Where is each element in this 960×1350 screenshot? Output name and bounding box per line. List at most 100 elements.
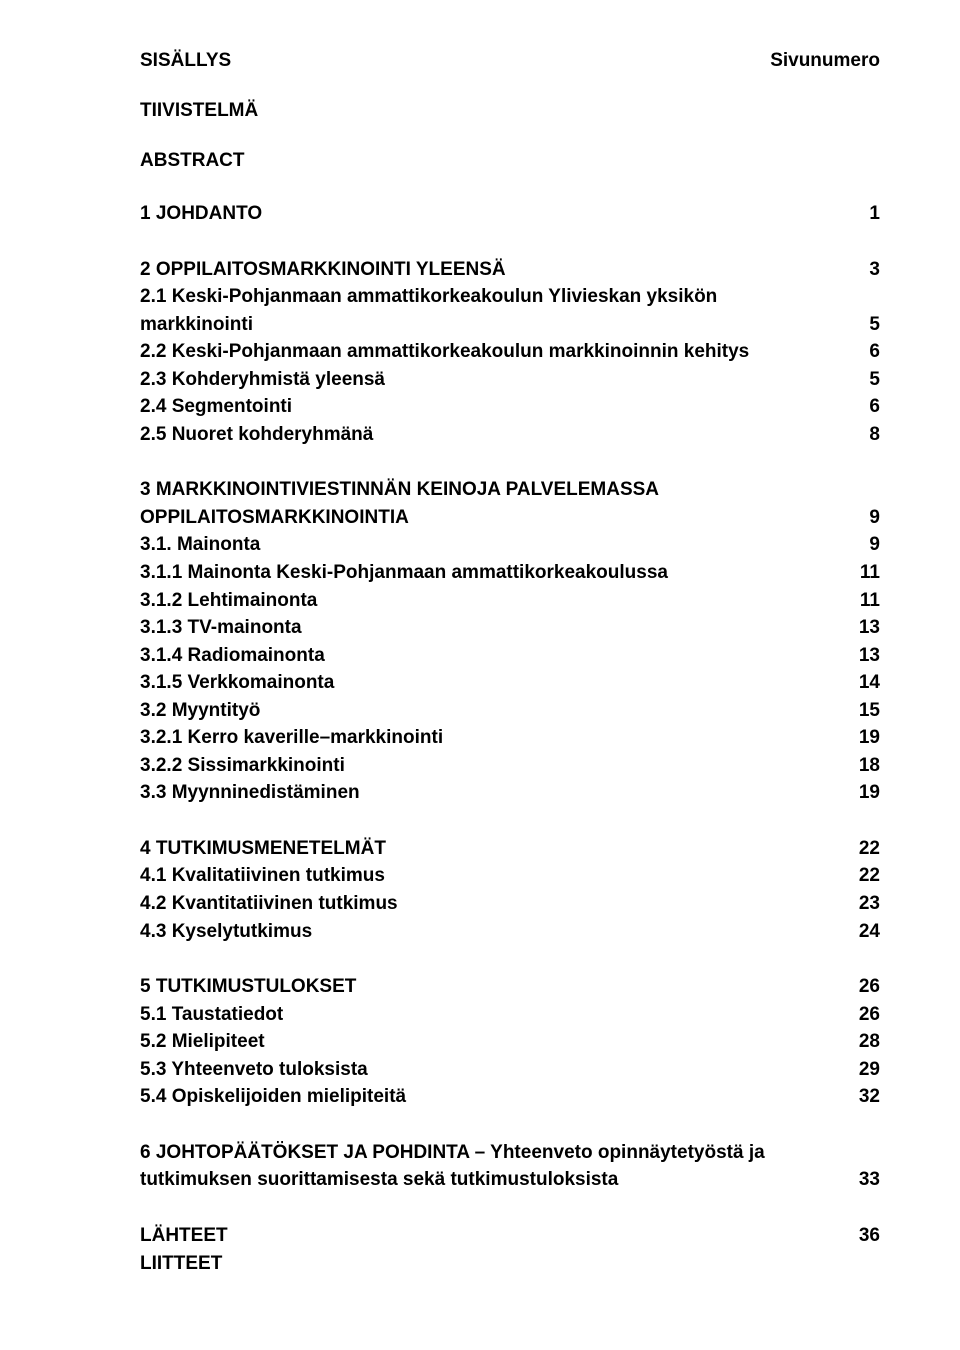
toc-entry-label: 6 JOHTOPÄÄTÖKSET JA POHDINTA – Yhteenvet…: [140, 1139, 785, 1167]
toc-group: 1 JOHDANTO 1: [140, 200, 880, 228]
toc-group: 6 JOHTOPÄÄTÖKSET JA POHDINTA – Yhteenvet…: [140, 1139, 880, 1194]
toc-entry-label: 2 OPPILAITOSMARKKINOINTI YLEENSÄ: [140, 256, 526, 284]
toc-line: tutkimuksen suorittamisesta sekä tutkimu…: [140, 1166, 880, 1194]
toc-entry-label: 3.1.1 Mainonta Keski-Pohjanmaan ammattik…: [140, 559, 688, 587]
toc-entry-page: 11: [850, 559, 880, 587]
toc-group: 5 TUTKIMUSTULOKSET265.1 Taustatiedot265.…: [140, 973, 880, 1111]
toc-line: 3.2.2 Sissimarkkinointi 18: [140, 752, 880, 780]
toc-group: LÄHTEET 36 LIITTEET: [140, 1222, 880, 1277]
toc-line: 3.1.3 TV-mainonta13: [140, 614, 880, 642]
toc-entry-label: 1 JOHDANTO: [140, 200, 282, 228]
toc-entry-label: markkinointi: [140, 311, 273, 339]
toc-entry-page: 14: [850, 669, 880, 697]
toc-entry-label: 2.5 Nuoret kohderyhmänä: [140, 421, 393, 449]
toc-entry-label: 3.1.5 Verkkomainonta: [140, 669, 354, 697]
toc-entry-label: OPPILAITOSMARKKINOINTIA: [140, 504, 429, 532]
section-title: ABSTRACT: [140, 150, 880, 172]
toc-entry-page: 23: [850, 890, 880, 918]
toc-line: 3.2 Myyntityö15: [140, 697, 880, 725]
toc-line: 2.1 Keski-Pohjanmaan ammattikorkeakoulun…: [140, 283, 880, 311]
toc-entry-page: 36: [850, 1222, 880, 1250]
toc-entry-page: 24: [850, 918, 880, 946]
toc-line: 4 TUTKIMUSMENETELMÄT22: [140, 835, 880, 863]
toc-entry-page: 9: [850, 531, 880, 559]
toc-entry-label: 2.1 Keski-Pohjanmaan ammattikorkeakoulun…: [140, 283, 737, 311]
toc-entry-label: 3.1.3 TV-mainonta: [140, 614, 322, 642]
toc-line: 3.3 Myynninedistäminen 19: [140, 779, 880, 807]
toc-group: 2 OPPILAITOSMARKKINOINTI YLEENSÄ 3 2.1 Kes…: [140, 256, 880, 449]
toc-entry-page: 22: [850, 835, 880, 863]
toc-line: 3.1.4 Radiomainonta13: [140, 642, 880, 670]
toc-line: 4.2 Kvantitatiivinen tutkimus 23: [140, 890, 880, 918]
toc-entry-label: 4.1 Kvalitatiivinen tutkimus: [140, 862, 405, 890]
toc-entry-label: 3.1. Mainonta: [140, 531, 280, 559]
toc-entry-label: 2.2 Keski-Pohjanmaan ammattikorkeakoulun…: [140, 338, 769, 366]
toc-line: 5.3 Yhteenveto tuloksista 29: [140, 1056, 880, 1084]
toc-entry-label: 5.4 Opiskelijoiden mielipiteitä: [140, 1083, 426, 1111]
toc-line: 2.3 Kohderyhmistä yleensä5: [140, 366, 880, 394]
toc-entry-page: [850, 1250, 880, 1278]
toc-entry-page: 11: [850, 587, 880, 615]
toc-entry-page: 19: [850, 779, 880, 807]
toc-line: LIITTEET: [140, 1250, 880, 1278]
toc-line: 4.3 Kyselytutkimus24: [140, 918, 880, 946]
toc-entry-page: 5: [850, 366, 880, 394]
toc-line: LÄHTEET 36: [140, 1222, 880, 1250]
toc-entry-page: 26: [850, 973, 880, 1001]
toc-entry-page: 6: [850, 338, 880, 366]
toc-entry-page: 29: [850, 1056, 880, 1084]
toc-line: 5.2 Mielipiteet 28: [140, 1028, 880, 1056]
toc-line: 3.1. Mainonta 9: [140, 531, 880, 559]
toc-entry-page: [850, 283, 880, 311]
toc-entry-label: 5 TUTKIMUSTULOKSET: [140, 973, 376, 1001]
toc-line: 2 OPPILAITOSMARKKINOINTI YLEENSÄ 3: [140, 256, 880, 284]
section-title: TIIVISTELMÄ: [140, 100, 880, 122]
toc-entry-page: 9: [850, 504, 880, 532]
toc-line: 6 JOHTOPÄÄTÖKSET JA POHDINTA – Yhteenvet…: [140, 1139, 880, 1167]
toc-line: 2.5 Nuoret kohderyhmänä 8: [140, 421, 880, 449]
toc-line: markkinointi 5: [140, 311, 880, 339]
toc-entry-page: 32: [850, 1083, 880, 1111]
toc-entry-label: LÄHTEET: [140, 1222, 248, 1250]
toc-entry-label: LIITTEET: [140, 1250, 242, 1278]
toc-entry-page: 33: [850, 1166, 880, 1194]
toc-line: 2.4 Segmentointi 6: [140, 393, 880, 421]
toc-heading-right: Sivunumero: [770, 50, 880, 72]
toc-line: 3 MARKKINOINTIVIESTINNÄN KEINOJA PALVELE…: [140, 476, 880, 504]
toc-line: 3.1.1 Mainonta Keski-Pohjanmaan ammattik…: [140, 559, 880, 587]
toc-line: 5.1 Taustatiedot 26: [140, 1001, 880, 1029]
toc-entry-page: 8: [850, 421, 880, 449]
toc-entry-page: 28: [850, 1028, 880, 1056]
toc-entry-page: 26: [850, 1001, 880, 1029]
toc-entry-page: 22: [850, 862, 880, 890]
toc-entry-page: 13: [850, 642, 880, 670]
toc-entry-label: 3.2.1 Kerro kaverille–markkinointi: [140, 724, 463, 752]
toc-entry-page: 15: [850, 697, 880, 725]
toc-entry-page: 6: [850, 393, 880, 421]
toc-entry-label: 5.3 Yhteenveto tuloksista: [140, 1056, 388, 1084]
toc-entry-label: 5.2 Mielipiteet: [140, 1028, 285, 1056]
toc-entry-page: 19: [850, 724, 880, 752]
toc-line: 4.1 Kvalitatiivinen tutkimus 22: [140, 862, 880, 890]
toc-group: 3 MARKKINOINTIVIESTINNÄN KEINOJA PALVELE…: [140, 476, 880, 807]
toc-line: 3.1.2 Lehtimainonta 11: [140, 587, 880, 615]
toc-line: 5 TUTKIMUSTULOKSET 26: [140, 973, 880, 1001]
toc-line: 3.2.1 Kerro kaverille–markkinointi 19: [140, 724, 880, 752]
toc-entry-label: 3.3 Myynninedistäminen: [140, 779, 380, 807]
toc-line: OPPILAITOSMARKKINOINTIA 9: [140, 504, 880, 532]
toc-entry-label: tutkimuksen suorittamisesta sekä tutkimu…: [140, 1166, 638, 1194]
toc-entry-label: 3 MARKKINOINTIVIESTINNÄN KEINOJA PALVELE…: [140, 476, 679, 504]
toc-group: 4 TUTKIMUSMENETELMÄT224.1 Kvalitatiivine…: [140, 835, 880, 945]
toc-entry-page: 1: [850, 200, 880, 228]
toc-entry-label: 4.2 Kvantitatiivinen tutkimus: [140, 890, 418, 918]
toc-entry-label: 2.4 Segmentointi: [140, 393, 312, 421]
toc-line: 3.1.5 Verkkomainonta 14: [140, 669, 880, 697]
toc-entry-page: 18: [850, 752, 880, 780]
toc-entry-label: 3.1.2 Lehtimainonta: [140, 587, 337, 615]
toc-entry-page: [850, 476, 880, 504]
toc-entry-label: 5.1 Taustatiedot: [140, 1001, 303, 1029]
toc-entry-page: [850, 1139, 880, 1167]
toc-entry-label: 3.2.2 Sissimarkkinointi: [140, 752, 365, 780]
toc-entry-page: 3: [850, 256, 880, 284]
toc-entry-page: 5: [850, 311, 880, 339]
